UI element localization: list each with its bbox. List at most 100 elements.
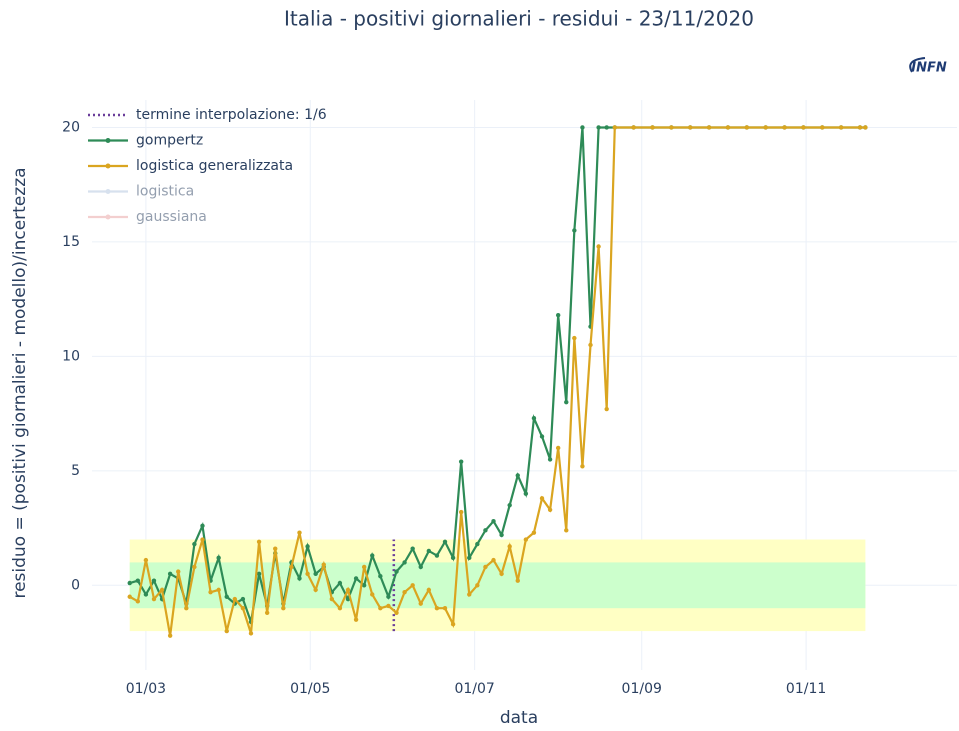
series-point bbox=[475, 541, 480, 547]
series-point bbox=[515, 473, 520, 478]
x-tick-label: 01/05 bbox=[290, 681, 330, 697]
legend-label: gompertz bbox=[136, 133, 203, 149]
series-point bbox=[289, 564, 294, 570]
series-point bbox=[143, 592, 149, 597]
series-point bbox=[857, 125, 863, 130]
series-point bbox=[402, 560, 407, 565]
series-point bbox=[345, 587, 351, 593]
series-point bbox=[631, 125, 636, 130]
series-point bbox=[782, 125, 787, 130]
legend: termine interpolazione: 1/6 gompertz logis… bbox=[88, 107, 327, 225]
series-point bbox=[588, 342, 593, 348]
legend-marker bbox=[105, 189, 111, 194]
legend-label: gaussiana bbox=[136, 209, 207, 225]
series-point bbox=[450, 555, 456, 561]
series-point bbox=[555, 312, 561, 318]
series-point bbox=[361, 564, 367, 570]
legend-label: logistica generalizzata bbox=[136, 158, 293, 174]
series-point bbox=[688, 125, 693, 130]
series-point bbox=[192, 541, 197, 547]
series-point bbox=[337, 580, 343, 586]
series-point bbox=[580, 125, 585, 130]
series-point bbox=[531, 530, 537, 535]
series-point bbox=[329, 596, 335, 602]
series-point bbox=[507, 502, 512, 508]
series-point bbox=[418, 564, 423, 570]
y-tick-label: 10 bbox=[62, 348, 80, 364]
series-point bbox=[491, 557, 496, 563]
series-point bbox=[240, 605, 246, 611]
series-point bbox=[418, 601, 423, 606]
series-point bbox=[378, 605, 383, 611]
series-point bbox=[394, 610, 399, 615]
y-tick-label: 15 bbox=[62, 234, 80, 250]
series-point bbox=[531, 415, 537, 421]
series-point bbox=[305, 544, 310, 549]
series-point bbox=[402, 589, 407, 595]
series-point bbox=[539, 434, 545, 439]
series-point bbox=[353, 617, 359, 622]
series-point bbox=[200, 537, 205, 542]
series-point bbox=[216, 555, 221, 561]
series-point bbox=[127, 580, 132, 586]
legend-item: logistica generalizzata bbox=[88, 158, 293, 174]
series-point bbox=[467, 592, 472, 597]
series-point bbox=[491, 519, 496, 524]
series-point bbox=[555, 445, 561, 451]
series-point bbox=[515, 578, 520, 583]
series-point bbox=[337, 605, 343, 611]
series-point bbox=[669, 125, 674, 130]
series-point bbox=[801, 125, 806, 130]
series-point bbox=[475, 583, 480, 588]
series-point bbox=[458, 509, 464, 515]
series-point bbox=[313, 587, 318, 593]
series-point bbox=[744, 125, 750, 130]
series-point bbox=[458, 459, 464, 464]
series-point bbox=[442, 605, 448, 611]
x-tick-label: 01/07 bbox=[454, 681, 494, 697]
x-tick-label: 01/03 bbox=[126, 681, 166, 697]
series-point bbox=[863, 125, 868, 130]
legend-item: logistica bbox=[88, 184, 194, 200]
legend-marker bbox=[105, 214, 111, 220]
legend-item: gaussiana bbox=[88, 209, 207, 225]
series-point bbox=[151, 596, 157, 602]
x-tick-label: 01/11 bbox=[786, 681, 826, 697]
series-point bbox=[410, 546, 415, 551]
series-point bbox=[725, 125, 731, 130]
series-point bbox=[321, 562, 326, 567]
series-point bbox=[580, 464, 585, 469]
series-point bbox=[353, 576, 359, 581]
series-point bbox=[248, 631, 254, 636]
series-point bbox=[151, 578, 157, 583]
series-point bbox=[539, 496, 545, 501]
series-point bbox=[305, 571, 310, 577]
series-point bbox=[273, 546, 278, 551]
legend-marker bbox=[105, 163, 111, 169]
series-point bbox=[256, 571, 262, 577]
logo: INFN bbox=[911, 61, 947, 76]
series-point bbox=[410, 583, 415, 588]
series-point bbox=[224, 594, 229, 599]
series-point bbox=[281, 605, 286, 611]
legend-marker bbox=[105, 138, 111, 143]
y-tick-label: 0 bbox=[71, 577, 80, 593]
series-point bbox=[370, 553, 375, 558]
series-point bbox=[820, 125, 825, 130]
legend-label: logistica bbox=[136, 184, 194, 200]
series-point bbox=[434, 553, 440, 558]
series-point bbox=[240, 596, 246, 602]
series-point bbox=[507, 544, 512, 549]
series-point bbox=[167, 633, 173, 638]
series-point bbox=[361, 583, 367, 588]
series-point bbox=[135, 599, 141, 604]
series-point bbox=[386, 603, 391, 609]
series-point bbox=[256, 539, 262, 545]
band bbox=[129, 562, 866, 609]
series-point bbox=[763, 125, 768, 130]
series-point bbox=[650, 125, 655, 130]
chart-title: Italia - positivi giornalieri - residui … bbox=[284, 7, 754, 31]
x-axis-label: data bbox=[500, 708, 538, 728]
series-point bbox=[596, 125, 601, 130]
series-point bbox=[564, 528, 569, 533]
